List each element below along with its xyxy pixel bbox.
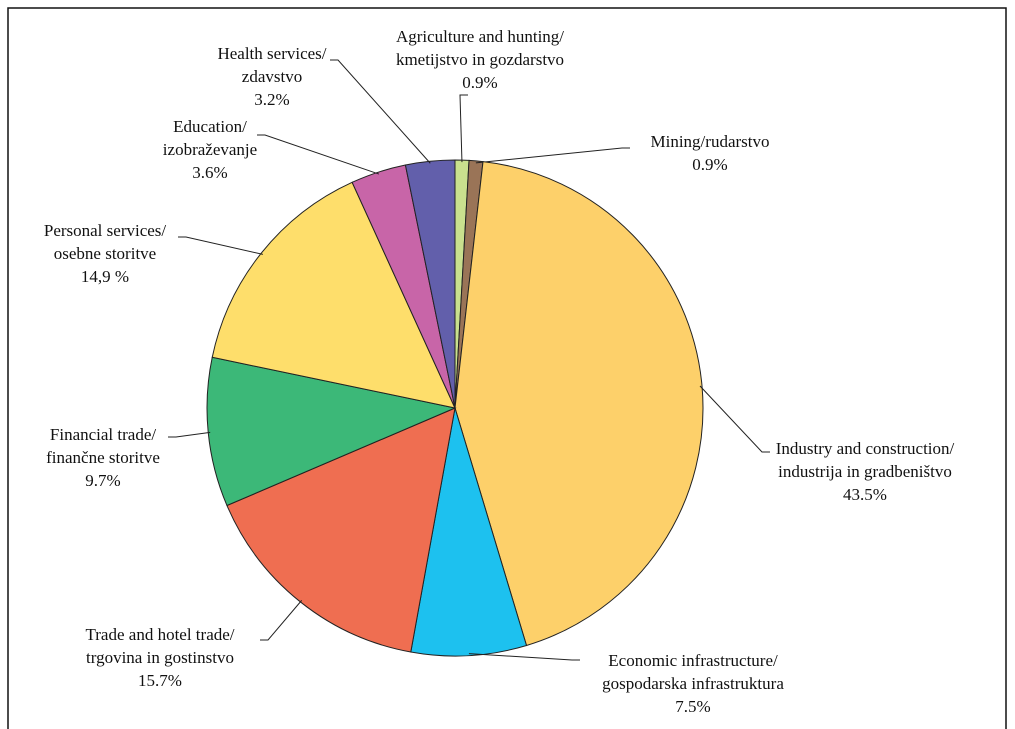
label-line: Trade and hotel trade/	[85, 625, 234, 644]
pie-slice	[410, 407, 528, 657]
value-label: 15.7%	[138, 671, 182, 690]
category-label: Economic infrastructure/gospodarska infr…	[602, 651, 784, 693]
value-label: 3.6%	[192, 163, 227, 182]
value-label: 3.2%	[254, 90, 289, 109]
category-label: Health services/zdavstvo	[217, 44, 326, 86]
leader-line	[699, 385, 770, 453]
label-line: Agriculture and hunting/	[396, 27, 564, 46]
label-line: gospodarska infrastruktura	[602, 674, 784, 693]
label-line: zdavstvo	[242, 67, 302, 86]
leader-line	[459, 94, 468, 163]
value-label: 0.9%	[692, 155, 727, 174]
category-label: Financial trade/finančne storitve	[46, 425, 160, 467]
leader-line	[330, 59, 431, 164]
label-line: trgovina in gostinstvo	[86, 648, 234, 667]
category-label: Education/izobraževanje	[163, 117, 257, 159]
pie-slice	[404, 159, 456, 409]
label-line: Personal services/	[44, 221, 167, 240]
value-label: 14,9 %	[81, 267, 129, 286]
pie-slice	[211, 181, 456, 409]
leader-line	[260, 600, 303, 641]
value-label: 43.5%	[843, 485, 887, 504]
label-line: Education/	[173, 117, 247, 136]
label-line: finančne storitve	[46, 448, 160, 467]
label-line: osebne storitve	[54, 244, 156, 263]
category-label: Agriculture and hunting/kmetijstvo in go…	[396, 27, 564, 69]
leader-line	[475, 147, 630, 164]
value-label: 0.9%	[462, 73, 497, 92]
leader-line	[257, 134, 380, 175]
category-label: Mining/rudarstvo	[651, 132, 770, 151]
category-label: Personal services/osebne storitve	[44, 221, 167, 263]
leader-line	[178, 236, 263, 255]
label-line: Mining/rudarstvo	[651, 132, 770, 151]
label-line: Financial trade/	[50, 425, 156, 444]
pie-slice	[454, 161, 704, 647]
leader-line	[168, 431, 211, 438]
label-line: Health services/	[217, 44, 326, 63]
label-line: kmetijstvo in gozdarstvo	[396, 50, 564, 69]
label-line: Industry and construction/	[776, 439, 955, 458]
value-label: 9.7%	[85, 471, 120, 490]
label-line: Economic infrastructure/	[608, 651, 778, 670]
value-label: 7.5%	[675, 697, 710, 716]
category-label: Industry and construction/industrija in …	[776, 439, 955, 481]
label-line: izobraževanje	[163, 140, 257, 159]
frame	[7, 7, 1007, 729]
category-label: Trade and hotel trade/trgovina in gostin…	[85, 625, 234, 667]
leader-line	[468, 653, 580, 661]
label-line: industrija in gradbeništvo	[778, 462, 952, 481]
